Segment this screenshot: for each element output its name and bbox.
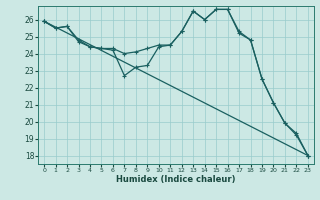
X-axis label: Humidex (Indice chaleur): Humidex (Indice chaleur) — [116, 175, 236, 184]
